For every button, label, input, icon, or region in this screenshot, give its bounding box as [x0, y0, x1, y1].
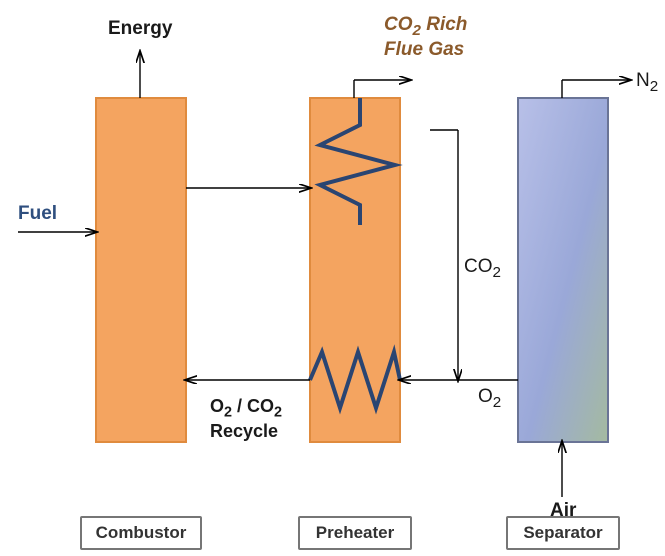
label-o2: O2 [478, 386, 501, 411]
label-co2-rich-flue-gas: CO2 RichFlue Gas [384, 14, 467, 61]
combustor-box [96, 98, 186, 442]
caption-preheater: Preheater [298, 516, 412, 550]
caption-separator: Separator [506, 516, 620, 550]
caption-combustor: Combustor [80, 516, 202, 550]
preheater-box [310, 98, 400, 442]
label-energy: Energy [108, 18, 172, 40]
label-fuel: Fuel [18, 203, 57, 225]
label-co2: CO2 [464, 256, 501, 281]
separator-box [518, 98, 608, 442]
label-n2: N2 [636, 70, 658, 95]
label-o2-co2-recycle: O2 / CO2Recycle [210, 396, 282, 442]
